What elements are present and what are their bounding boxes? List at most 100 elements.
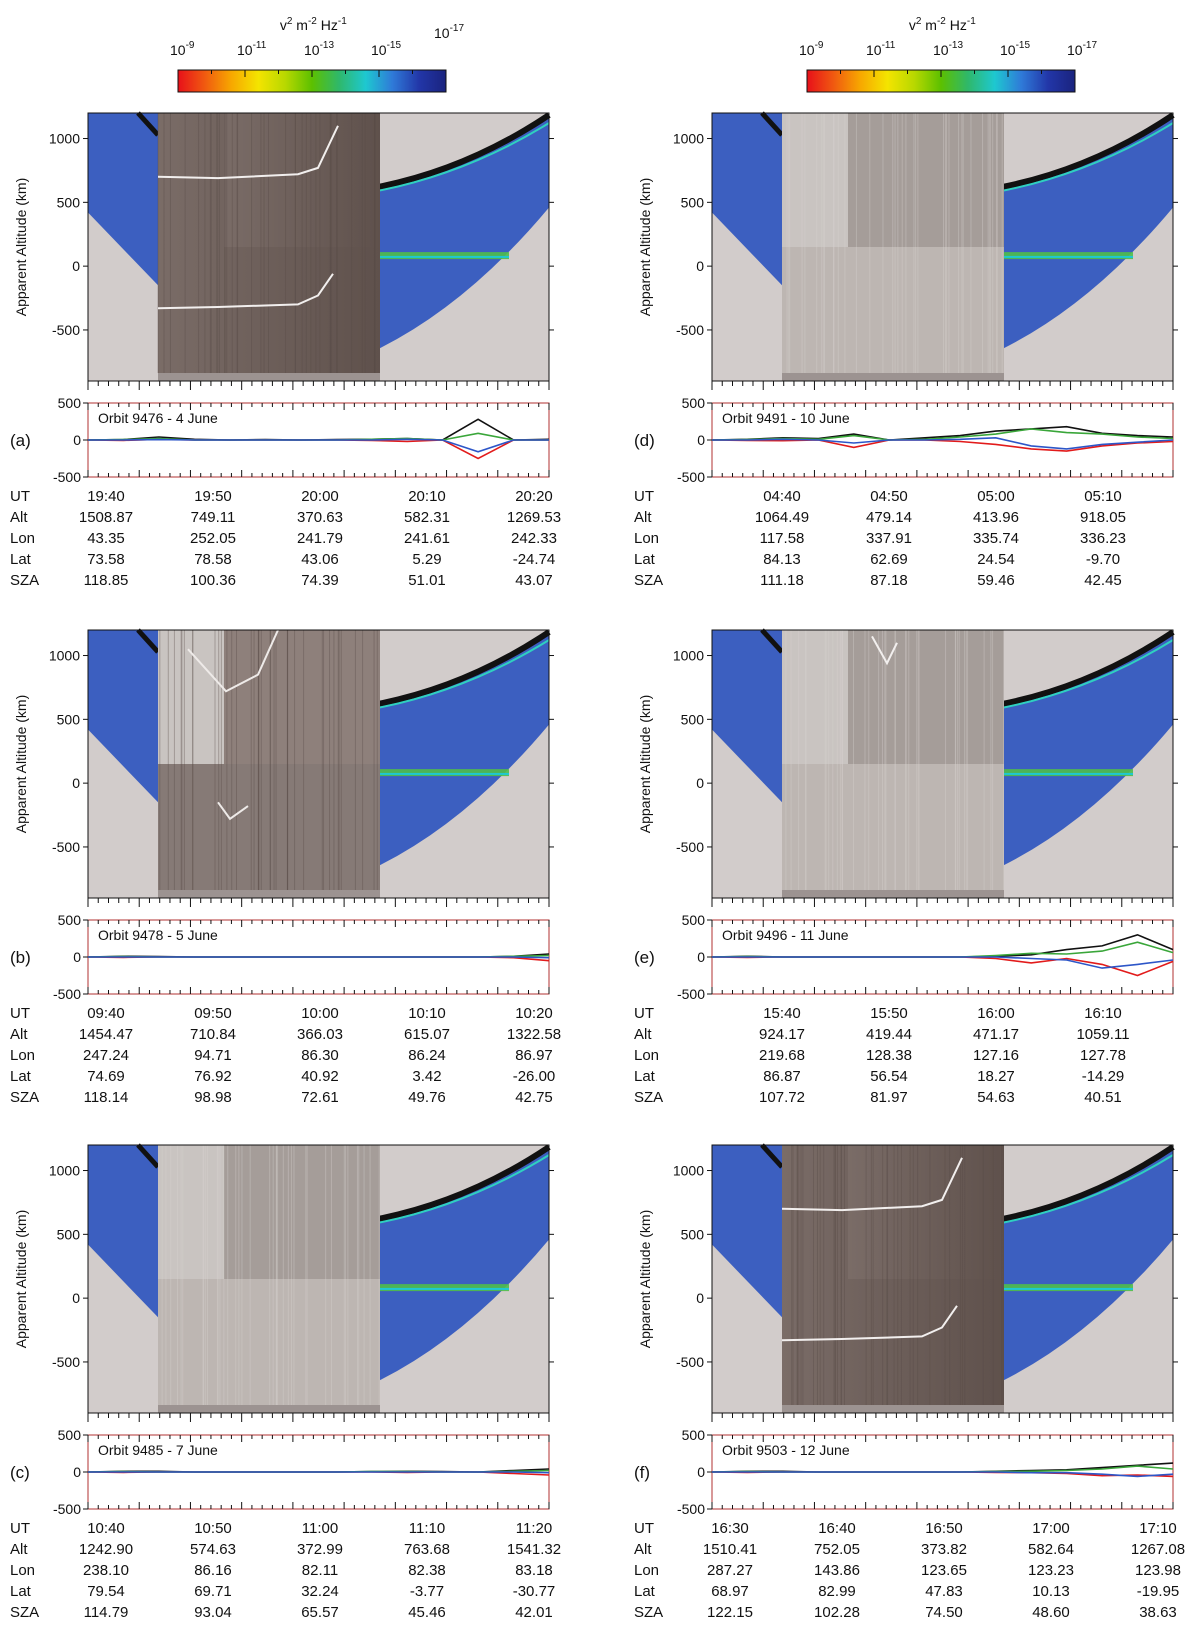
spectrogram-ytick-label: 500 xyxy=(57,711,81,727)
spectrogram-left-wedge xyxy=(712,630,782,803)
table-cell: 372.99 xyxy=(297,1541,343,1558)
spectrogram-ylabel: Apparent Altitude (km) xyxy=(13,1210,29,1349)
tick-base: 10 xyxy=(434,25,450,41)
table-cell: 370.63 xyxy=(297,509,343,526)
spectrogram-ytick-label: 1000 xyxy=(673,1163,704,1179)
table-cell: 04:50 xyxy=(870,488,908,505)
table-cell: 710.84 xyxy=(190,1026,236,1043)
table-row-label: Lon xyxy=(10,530,35,547)
unit-exponent: 2 xyxy=(287,16,293,27)
horizon-arc-left xyxy=(136,111,160,137)
spectrogram-frame xyxy=(711,112,1174,382)
table-row-label: SZA xyxy=(634,572,663,589)
trace-upper xyxy=(781,1157,963,1212)
table-cell: 38.63 xyxy=(1139,1604,1177,1621)
table-row-label: Lon xyxy=(10,1047,35,1064)
table-cell: 05:10 xyxy=(1084,488,1122,505)
tick-base: 10 xyxy=(799,42,815,58)
table-row-label: UT xyxy=(634,488,654,505)
unit-exponent: -1 xyxy=(967,16,976,27)
table-cell: 54.63 xyxy=(977,1089,1015,1106)
wave-ytick-label: -500 xyxy=(53,986,81,1002)
tick-exponent: -15 xyxy=(387,40,402,51)
table-row-label: SZA xyxy=(10,1604,39,1621)
table-cell: 51.01 xyxy=(408,572,446,589)
tick-exponent: -13 xyxy=(320,40,335,51)
orbit-title: Orbit 9491 - 10 June xyxy=(722,410,850,426)
panel-c: 1000 500 0 -500 Apparent Altitude (km) 500 0 -5… xyxy=(10,1143,561,1621)
wave-ytick-label: 500 xyxy=(58,912,82,928)
table-cell: 287.27 xyxy=(707,1562,753,1579)
table-cell: 10:40 xyxy=(87,1520,125,1537)
emission-band xyxy=(378,252,509,260)
panel-d: 1000 500 0 -500 Apparent Altitude (km) 500 0 -5… xyxy=(634,111,1178,589)
table-cell: 241.61 xyxy=(404,530,450,547)
table-cell: 04:40 xyxy=(763,488,801,505)
table-cell: 336.23 xyxy=(1080,530,1126,547)
orbit-title: Orbit 9478 - 5 June xyxy=(98,927,218,943)
table-row-label: Alt xyxy=(634,1026,652,1043)
panel-a: 1000 500 0 -500 Apparent Altitude (km) 500 0 -5… xyxy=(10,111,561,589)
orbit-title: Orbit 9503 - 12 June xyxy=(722,1442,850,1458)
panel-label: (c) xyxy=(10,1463,30,1482)
image-bottom xyxy=(782,247,1004,373)
table-row-label: Lat xyxy=(10,1068,32,1085)
unit-exponent: -1 xyxy=(338,16,347,27)
wave-ytick-label: 0 xyxy=(73,1464,81,1480)
spectrogram-ytick-label: 0 xyxy=(696,775,704,791)
emission-band xyxy=(378,1284,509,1292)
colorbar-tick-label: 10-17 xyxy=(434,23,464,41)
horizon-arc-cyan xyxy=(1001,1154,1174,1224)
table-row-label: SZA xyxy=(634,1604,663,1621)
emission-band-cyan xyxy=(1002,772,1133,775)
colorbar-tick-label: 10-9 xyxy=(799,40,824,58)
spectrogram-frame xyxy=(87,1144,550,1414)
table-cell: 32.24 xyxy=(301,1583,339,1600)
table-cell: 81.97 xyxy=(870,1089,908,1106)
table-cell: 82.99 xyxy=(818,1583,856,1600)
tick-exponent: -9 xyxy=(186,40,195,51)
horizon-arc xyxy=(1001,1144,1175,1222)
spectrogram-ytick-label: 500 xyxy=(57,1226,81,1242)
spectrogram-left-wedge xyxy=(712,113,782,286)
spectrogram-ytick-label: -500 xyxy=(676,839,704,855)
table-cell: 749.11 xyxy=(191,509,236,526)
table-cell: -19.95 xyxy=(1137,1583,1180,1600)
horizon-arc xyxy=(377,112,551,190)
table-cell: 102.28 xyxy=(814,1604,860,1621)
wave-ytick-label: 500 xyxy=(58,395,82,411)
unit-exponent: 2 xyxy=(916,16,922,27)
table-cell: 86.30 xyxy=(301,1047,339,1064)
horizon-arc xyxy=(1001,112,1175,190)
colorbar-tick-label: 10-11 xyxy=(866,40,896,58)
table-cell: 15:40 xyxy=(763,1005,801,1022)
table-cell: 10:20 xyxy=(515,1005,553,1022)
table-cell: 242.33 xyxy=(511,530,557,547)
tick-exponent: -13 xyxy=(949,40,964,51)
table-cell: -3.77 xyxy=(410,1583,444,1600)
table-cell: 16:40 xyxy=(818,1520,856,1537)
panel-label: (d) xyxy=(634,431,655,450)
table-cell: 82.11 xyxy=(302,1562,338,1579)
spectrogram-right-wedge xyxy=(1002,635,1173,867)
colorbar-unit-label: v2 m-2 Hz-1 xyxy=(909,16,976,33)
spectrogram-ytick-label: 500 xyxy=(681,194,705,210)
spectrogram-ytick-label: 1000 xyxy=(49,648,80,664)
table-cell: 582.31 xyxy=(404,509,450,526)
image-top-right xyxy=(848,1145,1004,1279)
table-cell: 118.14 xyxy=(84,1089,129,1106)
table-cell: -30.77 xyxy=(513,1583,556,1600)
table-cell: 1267.08 xyxy=(1131,1541,1185,1558)
table-cell: 16:50 xyxy=(925,1520,963,1537)
table-cell: 247.24 xyxy=(83,1047,129,1064)
wave-ytick-label: -500 xyxy=(53,1501,81,1517)
emission-band-cyan xyxy=(378,255,509,258)
emission-band-cyan xyxy=(378,1287,509,1290)
unit-exponent: -2 xyxy=(937,16,946,27)
table-cell: 69.71 xyxy=(194,1583,232,1600)
table-cell: 366.03 xyxy=(297,1026,343,1043)
table-row-label: UT xyxy=(10,1520,30,1537)
unit-base: m xyxy=(292,17,308,33)
